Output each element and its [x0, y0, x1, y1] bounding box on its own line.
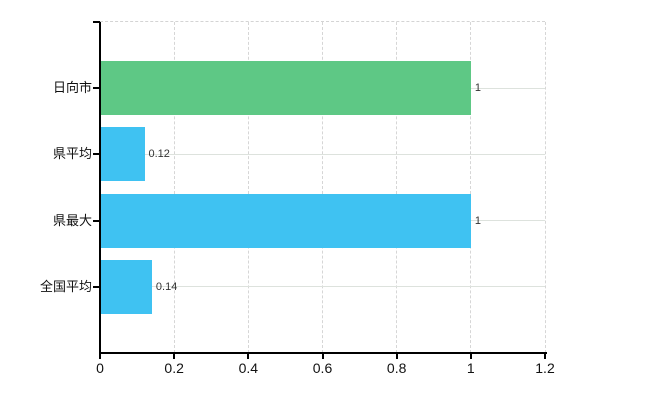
- x-axis-label: 0.2: [164, 360, 184, 376]
- y-axis-line: [99, 22, 101, 353]
- bar-value-label: 0.12: [148, 148, 170, 161]
- x-axis-line: [99, 352, 547, 354]
- y-axis-tick: [93, 21, 100, 23]
- y-axis-label: 日向市: [52, 80, 92, 96]
- bar-value-label: 1: [474, 82, 481, 95]
- v-gridline: [396, 22, 398, 353]
- x-axis-tick: [544, 354, 546, 359]
- x-axis-tick: [247, 354, 250, 359]
- y-axis-tick: [93, 285, 100, 288]
- x-axis-label: 1.2: [535, 360, 555, 376]
- bar: [101, 61, 471, 116]
- bar: [101, 259, 152, 314]
- h-gridline: [100, 286, 545, 288]
- bar: [101, 193, 471, 248]
- y-axis-tick: [93, 219, 100, 222]
- x-axis-label: 0.8: [386, 360, 407, 376]
- v-gridline: [322, 22, 323, 353]
- x-axis-tick: [395, 354, 398, 359]
- bar-value-label: 1: [474, 214, 481, 227]
- bar: [101, 127, 145, 182]
- x-axis-label: 0.6: [312, 360, 333, 376]
- x-axis-tick: [173, 354, 176, 359]
- x-axis-label: 0: [96, 360, 104, 376]
- plot-top-border: [100, 21, 545, 22]
- y-axis-tick: [93, 153, 100, 156]
- y-axis-tick: [93, 87, 100, 90]
- v-gridline: [247, 22, 249, 353]
- y-axis-label: 県平均: [52, 146, 92, 162]
- x-axis-label: 0.4: [238, 360, 259, 376]
- v-gridline: [544, 22, 546, 353]
- h-gridline: [100, 153, 545, 155]
- y-axis-label: 県最大: [52, 212, 92, 228]
- x-axis-tick: [99, 354, 101, 359]
- y-axis-label: 全国平均: [39, 278, 92, 294]
- x-axis-tick: [469, 354, 472, 359]
- v-gridline: [173, 22, 175, 353]
- v-gridline: [470, 22, 472, 353]
- bar-value-label: 0.14: [155, 280, 178, 293]
- x-axis-tick: [321, 354, 324, 359]
- x-axis-label: 1: [466, 360, 475, 376]
